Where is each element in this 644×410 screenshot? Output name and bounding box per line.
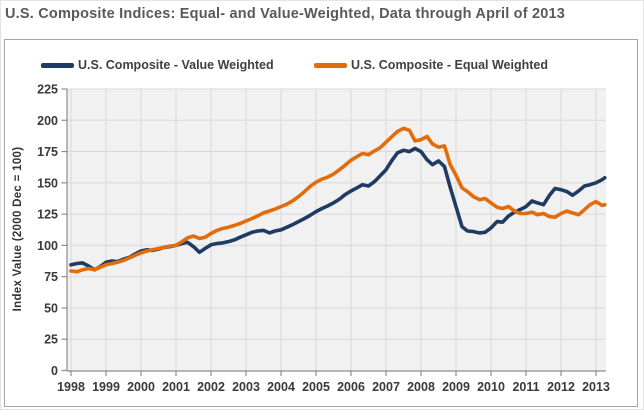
- y-tick-label: 100: [37, 239, 58, 253]
- y-axis-title: Index Value (2000 Dec = 100): [12, 146, 24, 312]
- x-tick-label: 1998: [57, 380, 85, 394]
- legend-swatch-value-weighted: [41, 62, 74, 68]
- y-tick-label: 175: [37, 145, 58, 159]
- y-tick-label: 25: [44, 333, 58, 347]
- x-tick-label: 2009: [442, 380, 470, 394]
- x-tick-label: 1999: [92, 380, 120, 394]
- x-tick-label: 2010: [477, 380, 505, 394]
- legend-label-equal-weighted: U.S. Composite - Equal Weighted: [351, 58, 549, 72]
- y-tick-label: 50: [44, 301, 58, 315]
- x-tick-label: 2013: [582, 380, 610, 394]
- x-tick-label: 2007: [372, 380, 400, 394]
- chart-title: U.S. Composite Indices: Equal- and Value…: [5, 6, 566, 22]
- y-tick-label: 75: [44, 270, 58, 284]
- legend-item-equal-weighted: U.S. Composite - Equal Weighted: [314, 57, 548, 73]
- plot-background: [67, 89, 606, 371]
- x-tick-label: 2004: [267, 380, 295, 394]
- y-tick-label: 150: [37, 176, 58, 190]
- y-tick-label: 0: [51, 364, 58, 378]
- x-tick-label: 2003: [232, 380, 260, 394]
- legend-item-value-weighted: U.S. Composite - Value Weighted: [41, 57, 274, 73]
- x-tick-label: 2012: [547, 380, 575, 394]
- y-tick-label: 200: [37, 114, 58, 128]
- x-tick-label: 2008: [407, 380, 435, 394]
- x-tick-label: 2011: [512, 380, 539, 394]
- x-tick-label: 2000: [127, 380, 155, 394]
- x-tick-label: 2002: [197, 380, 225, 394]
- legend-label-value-weighted: U.S. Composite - Value Weighted: [78, 58, 274, 72]
- series-line-equal-weighted: [69, 126, 607, 274]
- x-tick-label: 2001: [162, 380, 190, 394]
- y-tick-label: 225: [37, 83, 58, 97]
- y-tick-label: 125: [37, 208, 58, 222]
- x-tick-label: 2005: [302, 380, 330, 394]
- x-tick-label: 2006: [337, 380, 365, 394]
- legend-swatch-equal-weighted: [314, 62, 347, 68]
